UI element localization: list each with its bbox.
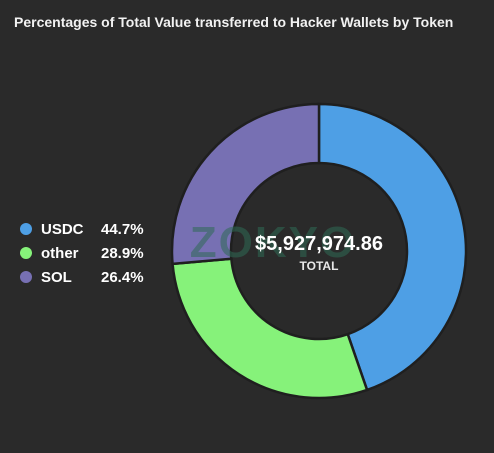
donut-slice-sol[interactable]: [170, 102, 321, 266]
legend-swatch-other: [20, 247, 32, 259]
legend-swatch-usdc: [20, 223, 32, 235]
donut-slices: [170, 102, 468, 400]
donut-slice-usdc[interactable]: [317, 102, 468, 392]
legend-label-sol: SOL: [41, 268, 72, 286]
legend-value-usdc: 44.7%: [101, 220, 144, 238]
chart-title: Percentages of Total Value transferred t…: [14, 14, 454, 30]
donut-slice-other[interactable]: [171, 257, 369, 400]
legend-item-usdc[interactable]: USDC 44.7%: [20, 219, 151, 239]
legend-item-sol[interactable]: SOL 26.4%: [20, 267, 151, 287]
legend-item-other[interactable]: other 28.9%: [20, 243, 151, 263]
total-value: $5,927,974.86: [255, 233, 383, 255]
legend-swatch-sol: [20, 271, 32, 283]
legend: USDC 44.7% other 28.9% SOL 26.4%: [20, 219, 151, 287]
watermark-logo: ZOKYO: [190, 218, 356, 267]
legend-value-other: 28.9%: [101, 244, 144, 262]
legend-label-usdc: USDC: [41, 220, 84, 238]
total-label: TOTAL: [300, 259, 339, 273]
legend-value-sol: 26.4%: [101, 268, 144, 286]
legend-label-other: other: [41, 244, 79, 262]
